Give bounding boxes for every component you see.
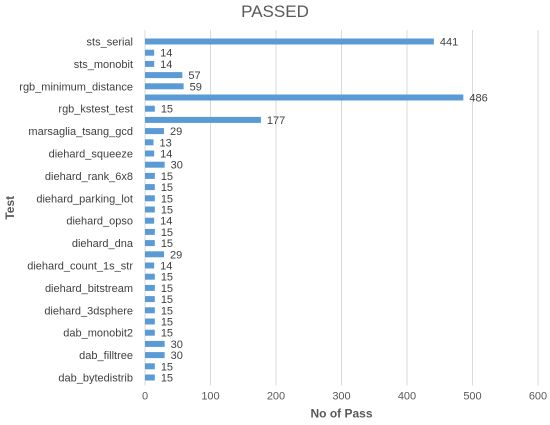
bar: [145, 83, 184, 90]
category-label: diehard_squeeze: [49, 149, 133, 161]
bar: [145, 228, 155, 235]
bar: [145, 340, 165, 347]
bar: [145, 105, 155, 112]
value-label: 30: [171, 339, 183, 351]
x-tick-label: 0: [142, 391, 148, 403]
bar: [145, 284, 155, 291]
value-label: 14: [160, 48, 172, 60]
x-axis-title: No of Pass: [310, 407, 372, 421]
value-label: 14: [160, 261, 172, 273]
bar: [145, 318, 155, 325]
bar: [145, 217, 155, 224]
value-label: 15: [161, 317, 173, 329]
bars-group: [145, 38, 464, 381]
bar: [145, 195, 155, 202]
category-label: dab_monobit2: [63, 328, 133, 340]
bar: [145, 307, 155, 314]
x-tick-label: 100: [201, 391, 219, 403]
value-label: 14: [160, 216, 172, 228]
value-label: 15: [161, 227, 173, 239]
value-label: 15: [161, 305, 173, 317]
bar: [145, 329, 155, 336]
bar: [145, 374, 155, 381]
category-label: marsaglia_tsang_gcd: [28, 126, 133, 138]
bar: [145, 116, 261, 123]
value-label: 30: [171, 160, 183, 172]
bar: [145, 38, 434, 45]
y-axis-title: Test: [3, 196, 17, 220]
bar: [145, 72, 183, 79]
bar: [145, 161, 165, 168]
bar: [145, 262, 155, 269]
value-label: 13: [160, 137, 172, 149]
value-label: 29: [170, 126, 182, 138]
category-label: diehard_3dsphere: [44, 305, 133, 317]
category-label: diehard_bitstream: [45, 283, 133, 295]
value-label: 15: [161, 182, 173, 194]
category-label: rgb_minimum_distance: [19, 81, 133, 93]
value-label: 15: [161, 283, 173, 295]
value-label: 15: [161, 373, 173, 385]
category-label: dab_filltree: [79, 350, 133, 362]
value-label: 59: [190, 81, 202, 93]
category-label: diehard_parking_lot: [36, 193, 133, 205]
bar: [145, 352, 165, 359]
bar: [145, 94, 464, 101]
bar: [145, 150, 155, 157]
bar: [145, 128, 164, 135]
category-label: diehard_opso: [66, 216, 133, 228]
bar: [145, 240, 155, 247]
value-label: 15: [161, 171, 173, 183]
value-label: 486: [469, 93, 487, 105]
bar: [145, 296, 155, 303]
x-tick-label: 300: [332, 391, 350, 403]
value-label: 15: [161, 238, 173, 250]
category-label: diehard_dna: [72, 238, 134, 250]
bar: [145, 49, 155, 56]
bar: [145, 139, 154, 146]
category-labels: sts_serial sts_monobit rgb_minimum_distanc…: [19, 37, 134, 385]
value-label: 15: [161, 193, 173, 205]
value-label: 15: [161, 328, 173, 340]
value-label: 15: [161, 294, 173, 306]
category-label: dab_bytedistrib: [58, 373, 133, 385]
value-labels: 4411414575948615177291314301515151514151…: [160, 37, 488, 385]
value-label: 15: [161, 104, 173, 116]
bar: [145, 172, 155, 179]
value-label: 14: [160, 149, 172, 161]
value-label: 177: [267, 115, 285, 127]
value-label: 441: [440, 37, 458, 49]
x-tick-label: 400: [398, 391, 416, 403]
x-tick-label: 500: [463, 391, 481, 403]
bar: [145, 60, 155, 67]
x-tick-label: 600: [529, 391, 547, 403]
category-label: rgb_kstest_test: [58, 104, 133, 116]
value-label: 29: [170, 249, 182, 261]
bar: [145, 273, 155, 280]
bar: [145, 363, 155, 370]
value-label: 30: [171, 350, 183, 362]
value-label: 14: [160, 59, 172, 71]
x-tick-label: 200: [267, 391, 285, 403]
gridlines: [144, 30, 539, 386]
x-tick-labels: 0 100 200 300 400 500 600: [142, 391, 547, 403]
bar: [145, 206, 155, 213]
chart-title: PASSED: [241, 2, 309, 21]
value-label: 15: [161, 205, 173, 217]
category-label: sts_serial: [87, 37, 133, 49]
bar: [145, 251, 164, 258]
value-label: 57: [188, 70, 200, 82]
bar: [145, 184, 155, 191]
value-label: 15: [161, 361, 173, 373]
category-label: diehard_rank_6x8: [45, 171, 133, 183]
category-label: sts_monobit: [74, 59, 133, 71]
value-label: 15: [161, 272, 173, 284]
category-label: diehard_count_1s_str: [27, 261, 133, 273]
